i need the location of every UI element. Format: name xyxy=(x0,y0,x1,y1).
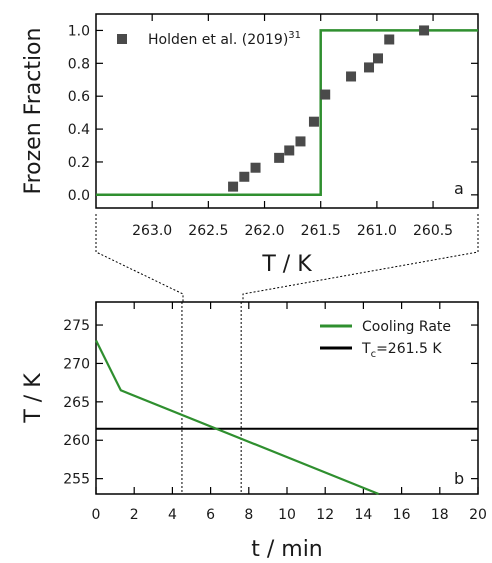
panel-a-legend: Holden et al. (2019)31 xyxy=(117,30,301,48)
y-tick-label: 270 xyxy=(63,356,90,372)
panel-a-plot-area xyxy=(96,25,478,197)
data-point xyxy=(274,152,285,163)
y-tick-label: 255 xyxy=(63,472,90,488)
x-tick-label: 0 xyxy=(92,507,101,523)
data-point xyxy=(284,145,295,156)
x-tick-label: 6 xyxy=(206,507,215,523)
y-tick-label: 260 xyxy=(63,433,90,449)
panel-b-y-axis-label: T / K xyxy=(21,373,46,424)
panel-b-y-ticks: 255 260 265 270 275 xyxy=(63,318,478,488)
connector-right xyxy=(242,214,479,302)
data-point xyxy=(250,162,261,173)
step-line xyxy=(96,29,478,197)
x-tick-label: 12 xyxy=(316,507,334,523)
y-tick-label: 0.2 xyxy=(68,155,90,171)
zoom-connector-lines xyxy=(95,214,479,302)
data-point xyxy=(364,62,375,73)
y-tick-label: 0.8 xyxy=(68,56,90,72)
legend-marker-holden xyxy=(117,34,127,44)
x-tick-label: 20 xyxy=(469,507,487,523)
panel-b-x-ticks: 0 2 4 6 8 10 12 14 16 18 20 xyxy=(92,302,487,523)
panel-a-y-axis-label: Frozen Fraction xyxy=(21,28,46,195)
x-tick-label: 10 xyxy=(278,507,296,523)
x-tick-label: 4 xyxy=(168,507,177,523)
panel-a: 0.00.20.40.60.81.0 263.0 262.5 262.0 261.5 2… xyxy=(21,13,479,277)
data-point xyxy=(384,34,395,45)
panel-a-tag: a xyxy=(454,179,464,198)
panel-b-tag: b xyxy=(454,469,464,488)
y-tick-label: 0.4 xyxy=(68,122,90,138)
x-tick-label: 18 xyxy=(431,507,449,523)
data-point xyxy=(320,89,331,100)
y-tick-label: 1.0 xyxy=(68,23,90,39)
data-point xyxy=(346,71,357,82)
panel-a-x-ticks: 263.0 262.5 262.0 261.5 261.0 260.5 xyxy=(132,14,453,239)
x-tick-label: 263.0 xyxy=(132,223,172,239)
data-point xyxy=(308,116,319,127)
panel-b: 255 260 265 270 275 0 2 4 6 8 10 12 14 16 18 20 Coolin… xyxy=(21,301,487,562)
y-tick-label: 0.6 xyxy=(68,89,90,105)
x-tick-label: 8 xyxy=(244,507,253,523)
panel-b-legend: Cooling Rate Tc=261.5 K xyxy=(320,319,451,360)
data-point xyxy=(419,25,430,36)
x-tick-label: 16 xyxy=(393,507,411,523)
panel-a-x-axis-label: T / K xyxy=(261,252,312,277)
panel-a-y-ticks: 0.0 0.2 0.4 0.6 0.8 1.0 xyxy=(68,23,478,204)
data-point xyxy=(239,171,250,182)
cooling-rate-line xyxy=(95,339,380,496)
legend-label-cooling-rate: Cooling Rate xyxy=(362,319,451,335)
panel-b-plot-area xyxy=(95,302,478,496)
panel-a-frame xyxy=(95,13,479,209)
x-tick-label: 14 xyxy=(354,507,372,523)
x-tick-label: 261.0 xyxy=(357,223,397,239)
legend-label-holden: Holden et al. (2019)31 xyxy=(148,30,301,48)
data-point xyxy=(373,53,384,64)
data-point xyxy=(295,136,306,147)
data-point xyxy=(228,181,239,192)
x-tick-label: 260.5 xyxy=(413,223,453,239)
legend-label-tc: Tc=261.5 K xyxy=(361,341,442,360)
x-tick-label: 262.5 xyxy=(188,223,228,239)
y-tick-label: 0.0 xyxy=(68,188,90,204)
x-tick-label: 261.5 xyxy=(301,223,341,239)
y-tick-label: 265 xyxy=(63,395,90,411)
x-tick-label: 262.0 xyxy=(244,223,284,239)
panel-b-x-axis-label: t / min xyxy=(251,537,323,562)
x-tick-label: 2 xyxy=(130,507,139,523)
y-tick-label: 275 xyxy=(63,318,90,334)
